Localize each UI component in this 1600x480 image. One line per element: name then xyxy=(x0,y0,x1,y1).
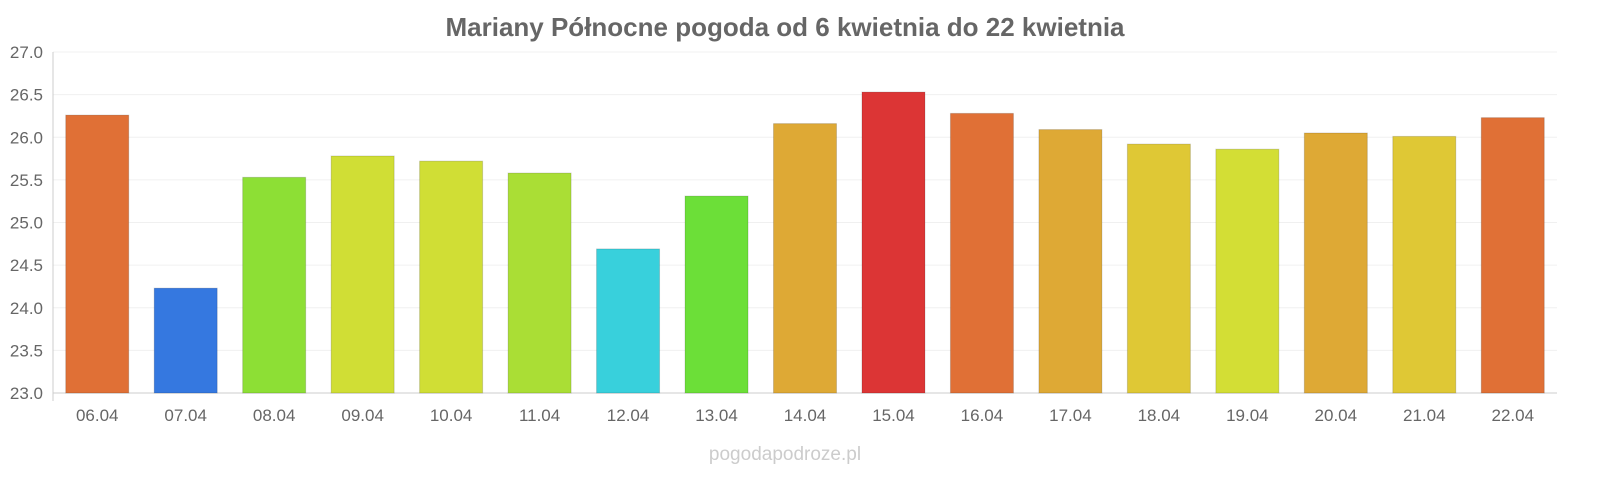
y-tick-label: 26.5 xyxy=(10,86,43,105)
y-tick-label: 25.0 xyxy=(10,214,43,233)
bar-21.04 xyxy=(1392,135,1457,394)
x-tick-label: 19.04 xyxy=(1226,406,1269,425)
bar-18.04 xyxy=(1126,143,1191,394)
bar-16.04 xyxy=(949,112,1014,394)
bar-17.04 xyxy=(1038,129,1103,394)
credit-text: pogodapodroze.pl xyxy=(709,444,861,465)
x-tick-label: 22.04 xyxy=(1491,406,1534,425)
y-tick-label: 24.0 xyxy=(10,299,43,318)
y-tick-label: 25.5 xyxy=(10,171,43,190)
bar-22.04 xyxy=(1480,117,1545,394)
x-tick-label: 21.04 xyxy=(1403,406,1446,425)
x-tick-label: 18.04 xyxy=(1138,406,1181,425)
bar-09.04 xyxy=(330,155,395,394)
x-tick-label: 15.04 xyxy=(872,406,915,425)
y-tick-label: 27.0 xyxy=(10,43,43,62)
chart-title: Mariany Północne pogoda od 6 kwietnia do… xyxy=(445,12,1125,42)
bar-11.04 xyxy=(507,172,572,394)
x-tick-label: 08.04 xyxy=(253,406,296,425)
bar-08.04 xyxy=(242,176,307,394)
bar-10.04 xyxy=(419,160,484,394)
bar-06.04 xyxy=(65,114,130,394)
y-tick-label: 23.0 xyxy=(10,384,43,403)
x-tick-label: 10.04 xyxy=(430,406,473,425)
bar-14.04 xyxy=(773,123,837,394)
bar-12.04 xyxy=(596,248,661,394)
x-tick-label: 20.04 xyxy=(1315,406,1358,425)
x-tick-label: 06.04 xyxy=(76,406,119,425)
y-tick-label: 23.5 xyxy=(10,341,43,360)
bar-07.04 xyxy=(153,287,218,394)
bar-20.04 xyxy=(1303,132,1368,394)
x-tick-label: 09.04 xyxy=(341,406,384,425)
x-tick-label: 12.04 xyxy=(607,406,650,425)
x-tick-label: 16.04 xyxy=(961,406,1004,425)
bar-13.04 xyxy=(684,195,749,394)
y-tick-label: 24.5 xyxy=(10,256,43,275)
x-tick-label: 14.04 xyxy=(784,406,827,425)
bar-15.04 xyxy=(861,91,926,394)
x-tick-label: 07.04 xyxy=(164,406,207,425)
bar-19.04 xyxy=(1215,148,1280,394)
y-tick-label: 26.0 xyxy=(10,128,43,147)
x-tick-label: 11.04 xyxy=(519,406,560,425)
x-tick-label: 17.04 xyxy=(1049,406,1092,425)
x-tick-label: 13.04 xyxy=(695,406,738,425)
